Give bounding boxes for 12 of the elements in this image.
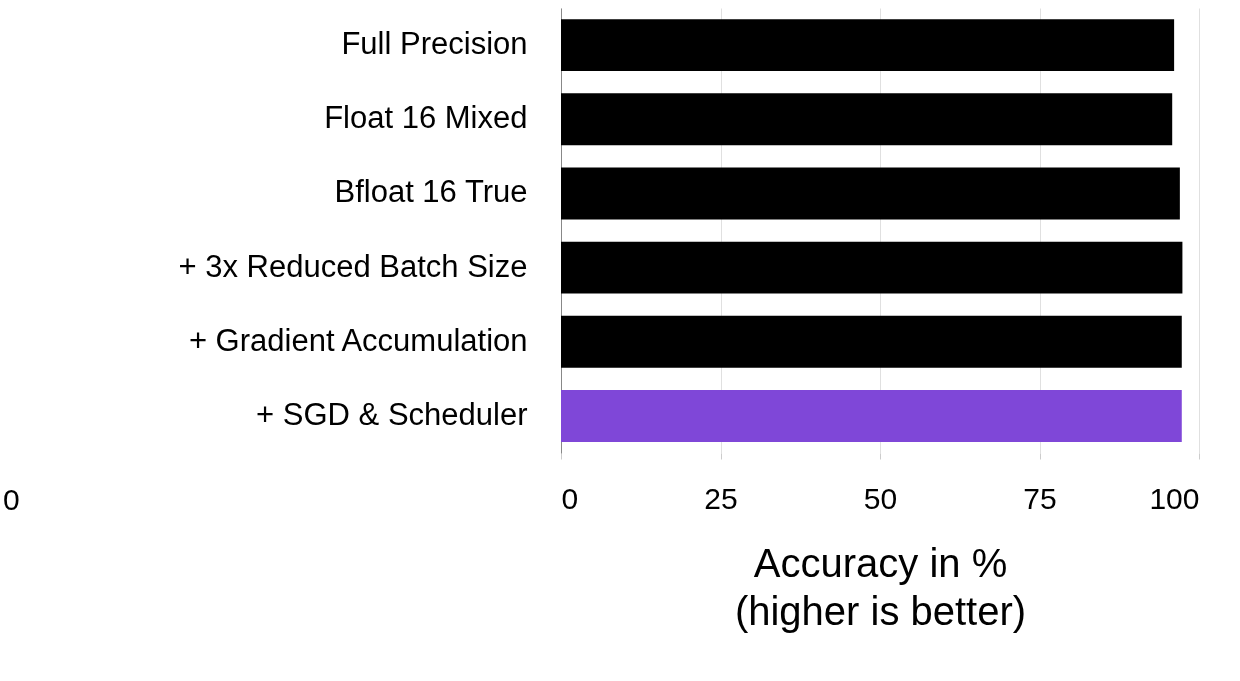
x-tick-label: 75 [1023,481,1057,515]
y-tick-label: + 3x Reduced Batch Size [178,248,528,284]
y-tick-label: Full Precision [341,26,528,62]
x-tick-label: 25 [704,481,738,515]
y-tick-label: Float 16 Mixed [324,100,528,136]
y-tick-label: + SGD & Scheduler [256,396,528,432]
x-tick-label: 50 [863,481,898,515]
x-tick-label: 100 [1149,481,1200,515]
y-tick-label: + Gradient Accumulation [188,322,528,358]
y-tick-label: Bfloat 16 True [334,174,528,210]
x-tick-label: 0 [561,481,579,515]
x-axis-title: Accuracy in % (higher is better) [734,540,1027,633]
